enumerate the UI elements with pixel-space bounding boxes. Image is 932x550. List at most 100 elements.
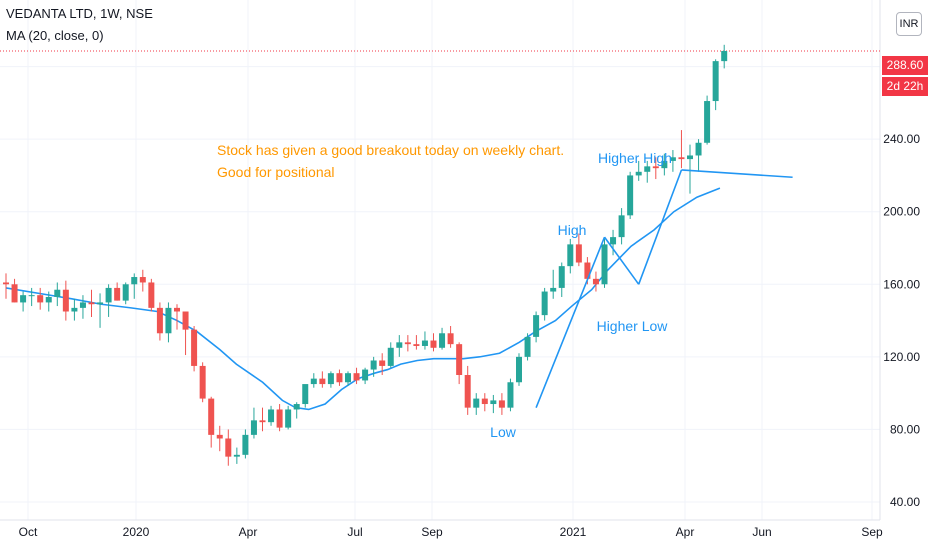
candle-up	[421, 340, 428, 346]
candle-down	[584, 262, 591, 279]
candle-down	[191, 329, 198, 366]
candle-down	[37, 295, 44, 303]
legend-moving-average: MA (20, close, 0)	[6, 28, 104, 43]
x-tick-label: Jun	[752, 525, 771, 539]
y-tick-label: 160.00	[883, 277, 920, 291]
candle-down	[148, 282, 155, 308]
higher-low-annotation: Higher Low	[597, 318, 669, 334]
candle-up	[712, 61, 719, 102]
candle-down	[336, 373, 343, 383]
candle-up	[387, 347, 394, 366]
candle-up	[721, 50, 728, 62]
breakout-annotation: Stock has given a good breakout today on…	[217, 142, 564, 158]
candle-down	[413, 344, 420, 346]
candle-up	[345, 373, 351, 383]
candle-down	[114, 287, 121, 301]
candle-up	[327, 373, 334, 385]
candle-up	[105, 287, 112, 303]
candle-down	[430, 340, 437, 348]
candle-down	[447, 333, 454, 345]
candle-down	[456, 344, 463, 375]
x-tick-label: Apr	[676, 525, 695, 539]
candle-down	[139, 277, 146, 283]
candle-down	[379, 360, 386, 366]
y-tick-label: 120.00	[883, 350, 920, 364]
low-annotation: Low	[490, 424, 517, 440]
higher-high-annotation: Higher High	[598, 150, 672, 166]
candle-up	[285, 409, 292, 428]
candle-down	[652, 166, 659, 169]
candle-up	[71, 307, 78, 312]
trend-line	[681, 169, 793, 179]
candle-down	[62, 289, 69, 312]
candle-up	[242, 434, 249, 455]
candle-down	[225, 438, 232, 457]
candle-down	[276, 409, 283, 428]
candle-up	[558, 266, 565, 288]
y-tick-label: 320.00	[883, 0, 920, 1]
x-tick-label: Oct	[19, 525, 38, 539]
candle-down	[259, 420, 266, 423]
candle-up	[165, 307, 172, 334]
y-tick-label: 200.00	[883, 205, 920, 219]
candle-down	[182, 311, 189, 330]
candle-up	[131, 277, 138, 285]
trend-line	[637, 169, 683, 285]
candle-down	[592, 278, 599, 285]
candle-up	[233, 454, 240, 457]
x-tick-label: 2020	[123, 525, 150, 539]
candle-up	[507, 382, 514, 408]
candle-up	[45, 296, 52, 303]
x-tick-label: Sep	[861, 525, 883, 539]
legend-symbol-title: VEDANTA LTD, 1W, NSE	[6, 6, 153, 21]
breakout-annotation: Good for positional	[217, 164, 335, 180]
candle-up	[473, 398, 480, 408]
candle-up	[610, 237, 617, 245]
candle-up	[28, 295, 35, 297]
x-tick-label: Sep	[421, 525, 443, 539]
last-price-tag: 288.60	[882, 56, 928, 75]
candle-up	[687, 155, 693, 160]
trend-line	[603, 236, 640, 285]
candle-down	[464, 375, 471, 408]
candle-up	[516, 356, 522, 383]
candle-down	[498, 400, 505, 408]
candle-up	[541, 291, 548, 316]
candle-up	[704, 101, 711, 143]
candle-down	[3, 282, 9, 285]
candle-up	[601, 244, 608, 285]
candle-down	[319, 378, 326, 385]
x-tick-label: 2021	[560, 525, 587, 539]
candle-up	[97, 302, 104, 305]
candle-down	[575, 244, 582, 263]
candle-down	[216, 434, 223, 439]
candle-up	[550, 287, 557, 292]
candle-up	[661, 160, 668, 169]
candle-up	[567, 244, 574, 267]
candle-down	[199, 365, 206, 399]
candle-up	[669, 157, 676, 161]
candle-down	[156, 307, 163, 334]
candle-up	[310, 378, 317, 385]
candle-up	[490, 400, 497, 405]
candle-up	[370, 360, 377, 370]
high-annotation: High	[558, 222, 587, 238]
candle-up	[524, 336, 531, 357]
candle-up	[293, 404, 300, 410]
candle-up	[122, 284, 129, 301]
candle-up	[362, 369, 369, 381]
candle-up	[439, 333, 446, 348]
candle-up	[54, 289, 61, 297]
candle-down	[481, 398, 488, 405]
candle-down	[88, 302, 95, 305]
x-tick-label: Apr	[239, 525, 258, 539]
candle-down	[404, 342, 411, 345]
y-tick-label: 40.00	[890, 495, 920, 509]
candle-up	[695, 142, 702, 156]
x-tick-label: Jul	[347, 525, 362, 539]
currency-badge[interactable]: INR	[896, 12, 922, 36]
candle-up	[79, 302, 86, 308]
candle-up	[627, 175, 634, 216]
candle-up	[302, 384, 309, 405]
